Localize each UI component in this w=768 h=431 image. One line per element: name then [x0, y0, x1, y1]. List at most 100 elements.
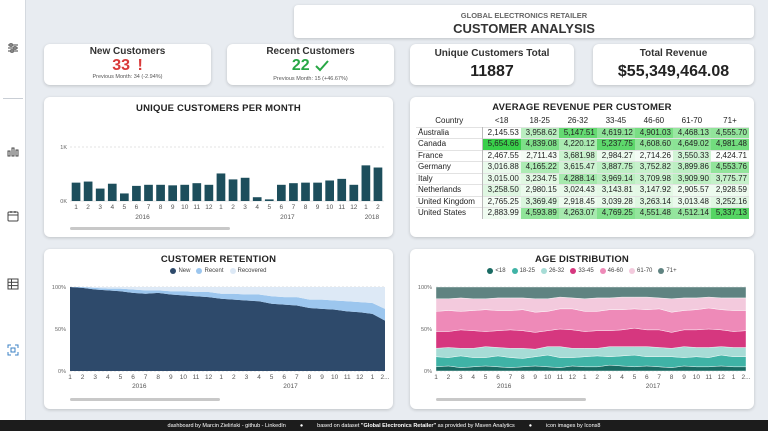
x-tick-label: 1	[364, 204, 368, 211]
scan-icon[interactable]	[5, 342, 21, 358]
legend-item[interactable]: 71+	[658, 268, 677, 274]
area-series-new[interactable]	[70, 287, 385, 371]
column-header[interactable]: <18	[494, 115, 509, 125]
bar[interactable]	[361, 165, 371, 201]
bar[interactable]	[168, 185, 178, 201]
year-label: 2017	[646, 383, 661, 390]
bar[interactable]	[240, 177, 250, 201]
y-tick-label: 1K	[60, 145, 67, 151]
legend-item[interactable]: 18-25	[511, 268, 535, 274]
value-cell: 3,369.49	[520, 196, 559, 208]
page-title: CUSTOMER ANALYSIS	[453, 21, 595, 36]
bar[interactable]	[107, 183, 117, 201]
value-cell: 3,016.88	[482, 161, 521, 173]
x-tick-label: 11	[193, 204, 200, 211]
horizontal-scrollbar[interactable]	[70, 398, 220, 401]
table-row: Italy 3,015.00 3,234.75 4,288.14 3,969.14 3,7…	[416, 173, 749, 185]
value-cell: 2,467.55	[487, 150, 519, 160]
table-icon[interactable]	[5, 276, 21, 292]
new-customers-previous: Previous Month: 34 (-2.94%)	[92, 74, 163, 80]
x-tick-label: 11	[193, 374, 200, 381]
column-header[interactable]: 71+	[723, 115, 737, 125]
x-tick-label: 9	[682, 374, 686, 381]
x-tick-label: 1	[68, 374, 72, 381]
bar[interactable]	[301, 182, 310, 201]
footer-dataset-pre: based on dataset	[317, 422, 360, 429]
footer-credit[interactable]: dashboard by Marcin Zieliński - github -…	[167, 422, 286, 429]
bar[interactable]	[204, 184, 214, 201]
value-cell: 4,608.60	[634, 138, 673, 150]
bar[interactable]	[144, 184, 153, 201]
bar[interactable]	[71, 182, 81, 201]
column-header[interactable]: 26-32	[567, 115, 589, 125]
bar[interactable]	[119, 193, 129, 201]
x-tick-label: 12	[718, 374, 726, 381]
value-cell: 3,615.47	[558, 161, 597, 173]
bar[interactable]	[276, 184, 286, 201]
sliders-icon[interactable]	[5, 40, 21, 56]
horizontal-scrollbar[interactable]	[70, 227, 230, 230]
country-cell: United States	[416, 207, 484, 219]
value-cell: 2,424.71	[715, 150, 747, 160]
value-cell: 2,905.57	[672, 184, 711, 196]
value-cell: 5,337.13	[710, 207, 749, 219]
legend-item[interactable]: <18	[487, 268, 506, 274]
table-row: Germany 3,016.88 4,165.22 3,615.47 3,887.75 3…	[416, 161, 749, 173]
bar[interactable]	[252, 197, 262, 201]
bar[interactable]	[180, 184, 190, 201]
bar[interactable]	[373, 167, 383, 201]
bar[interactable]	[83, 181, 93, 201]
column-header[interactable]: 33-45	[605, 115, 627, 125]
bar[interactable]	[228, 179, 238, 201]
country-column-header[interactable]: Country ▲	[416, 115, 483, 132]
bar[interactable]	[216, 173, 226, 201]
horizontal-scrollbar[interactable]	[436, 398, 586, 401]
area-series-recovered[interactable]	[70, 287, 385, 309]
bar[interactable]	[264, 199, 274, 201]
value-cell: 2,711.43	[520, 150, 559, 162]
value-cell: 3,958.62	[520, 127, 559, 139]
legend-item[interactable]: 26-32	[540, 268, 564, 274]
x-tick-label: 8	[304, 204, 308, 211]
bar[interactable]	[313, 182, 322, 201]
legend-item[interactable]: 61-70	[629, 268, 652, 274]
column-header[interactable]: 18-25	[529, 115, 551, 125]
x-tick-label: 7	[657, 374, 661, 381]
column-header[interactable]: 46-60	[643, 115, 665, 125]
area-series-recent[interactable]	[70, 287, 385, 321]
bar[interactable]	[132, 185, 141, 201]
country-cell: United Kingdom	[416, 196, 484, 208]
x-tick-label: 1	[371, 374, 375, 381]
footer-dataset-post: as provided by Maven Analytics	[437, 422, 515, 429]
value-cell: 4,555.70	[710, 127, 749, 139]
bar-chart-icon[interactable]	[5, 143, 21, 159]
bar[interactable]	[337, 178, 347, 201]
area-series-46-60[interactable]	[435, 307, 747, 333]
bar[interactable]	[289, 183, 298, 201]
bar[interactable]	[192, 183, 202, 201]
x-tick-label: 9	[320, 374, 324, 381]
table-row: Canada 5,654.66 4,839.08 4,220.12 5,237.75 4,…	[416, 138, 749, 150]
x-tick-label: 5	[633, 374, 637, 381]
calendar-icon[interactable]	[5, 208, 21, 224]
bar[interactable]	[156, 184, 165, 201]
bar[interactable]	[349, 184, 359, 201]
sort-icon[interactable]: ▲	[419, 126, 423, 131]
legend-item[interactable]: 46-60	[599, 268, 623, 274]
footer-icons-credit[interactable]: icon images by Icons8	[546, 422, 601, 429]
legend-item[interactable]: Recovered	[229, 268, 267, 274]
legend-item[interactable]: New	[170, 268, 190, 274]
value-cell: 5,237.75	[596, 138, 635, 150]
legend-dot-icon	[540, 268, 547, 274]
area-series-71-[interactable]	[435, 286, 747, 299]
legend-item[interactable]: 33-45	[570, 268, 594, 274]
x-tick-label: 1	[74, 204, 78, 211]
legend-item[interactable]: Recent	[196, 268, 224, 274]
column-header[interactable]: 61-70	[681, 115, 703, 125]
table-row: United Kingdom 2,765.25 3,369.49 2,918.45 3,…	[416, 196, 749, 208]
bar[interactable]	[325, 180, 335, 201]
value-cell: 4,165.22	[520, 161, 559, 173]
x-tick-label: 2	[376, 204, 380, 211]
bar[interactable]	[95, 188, 105, 201]
retention-legend: New Recent Recovered	[44, 268, 393, 274]
